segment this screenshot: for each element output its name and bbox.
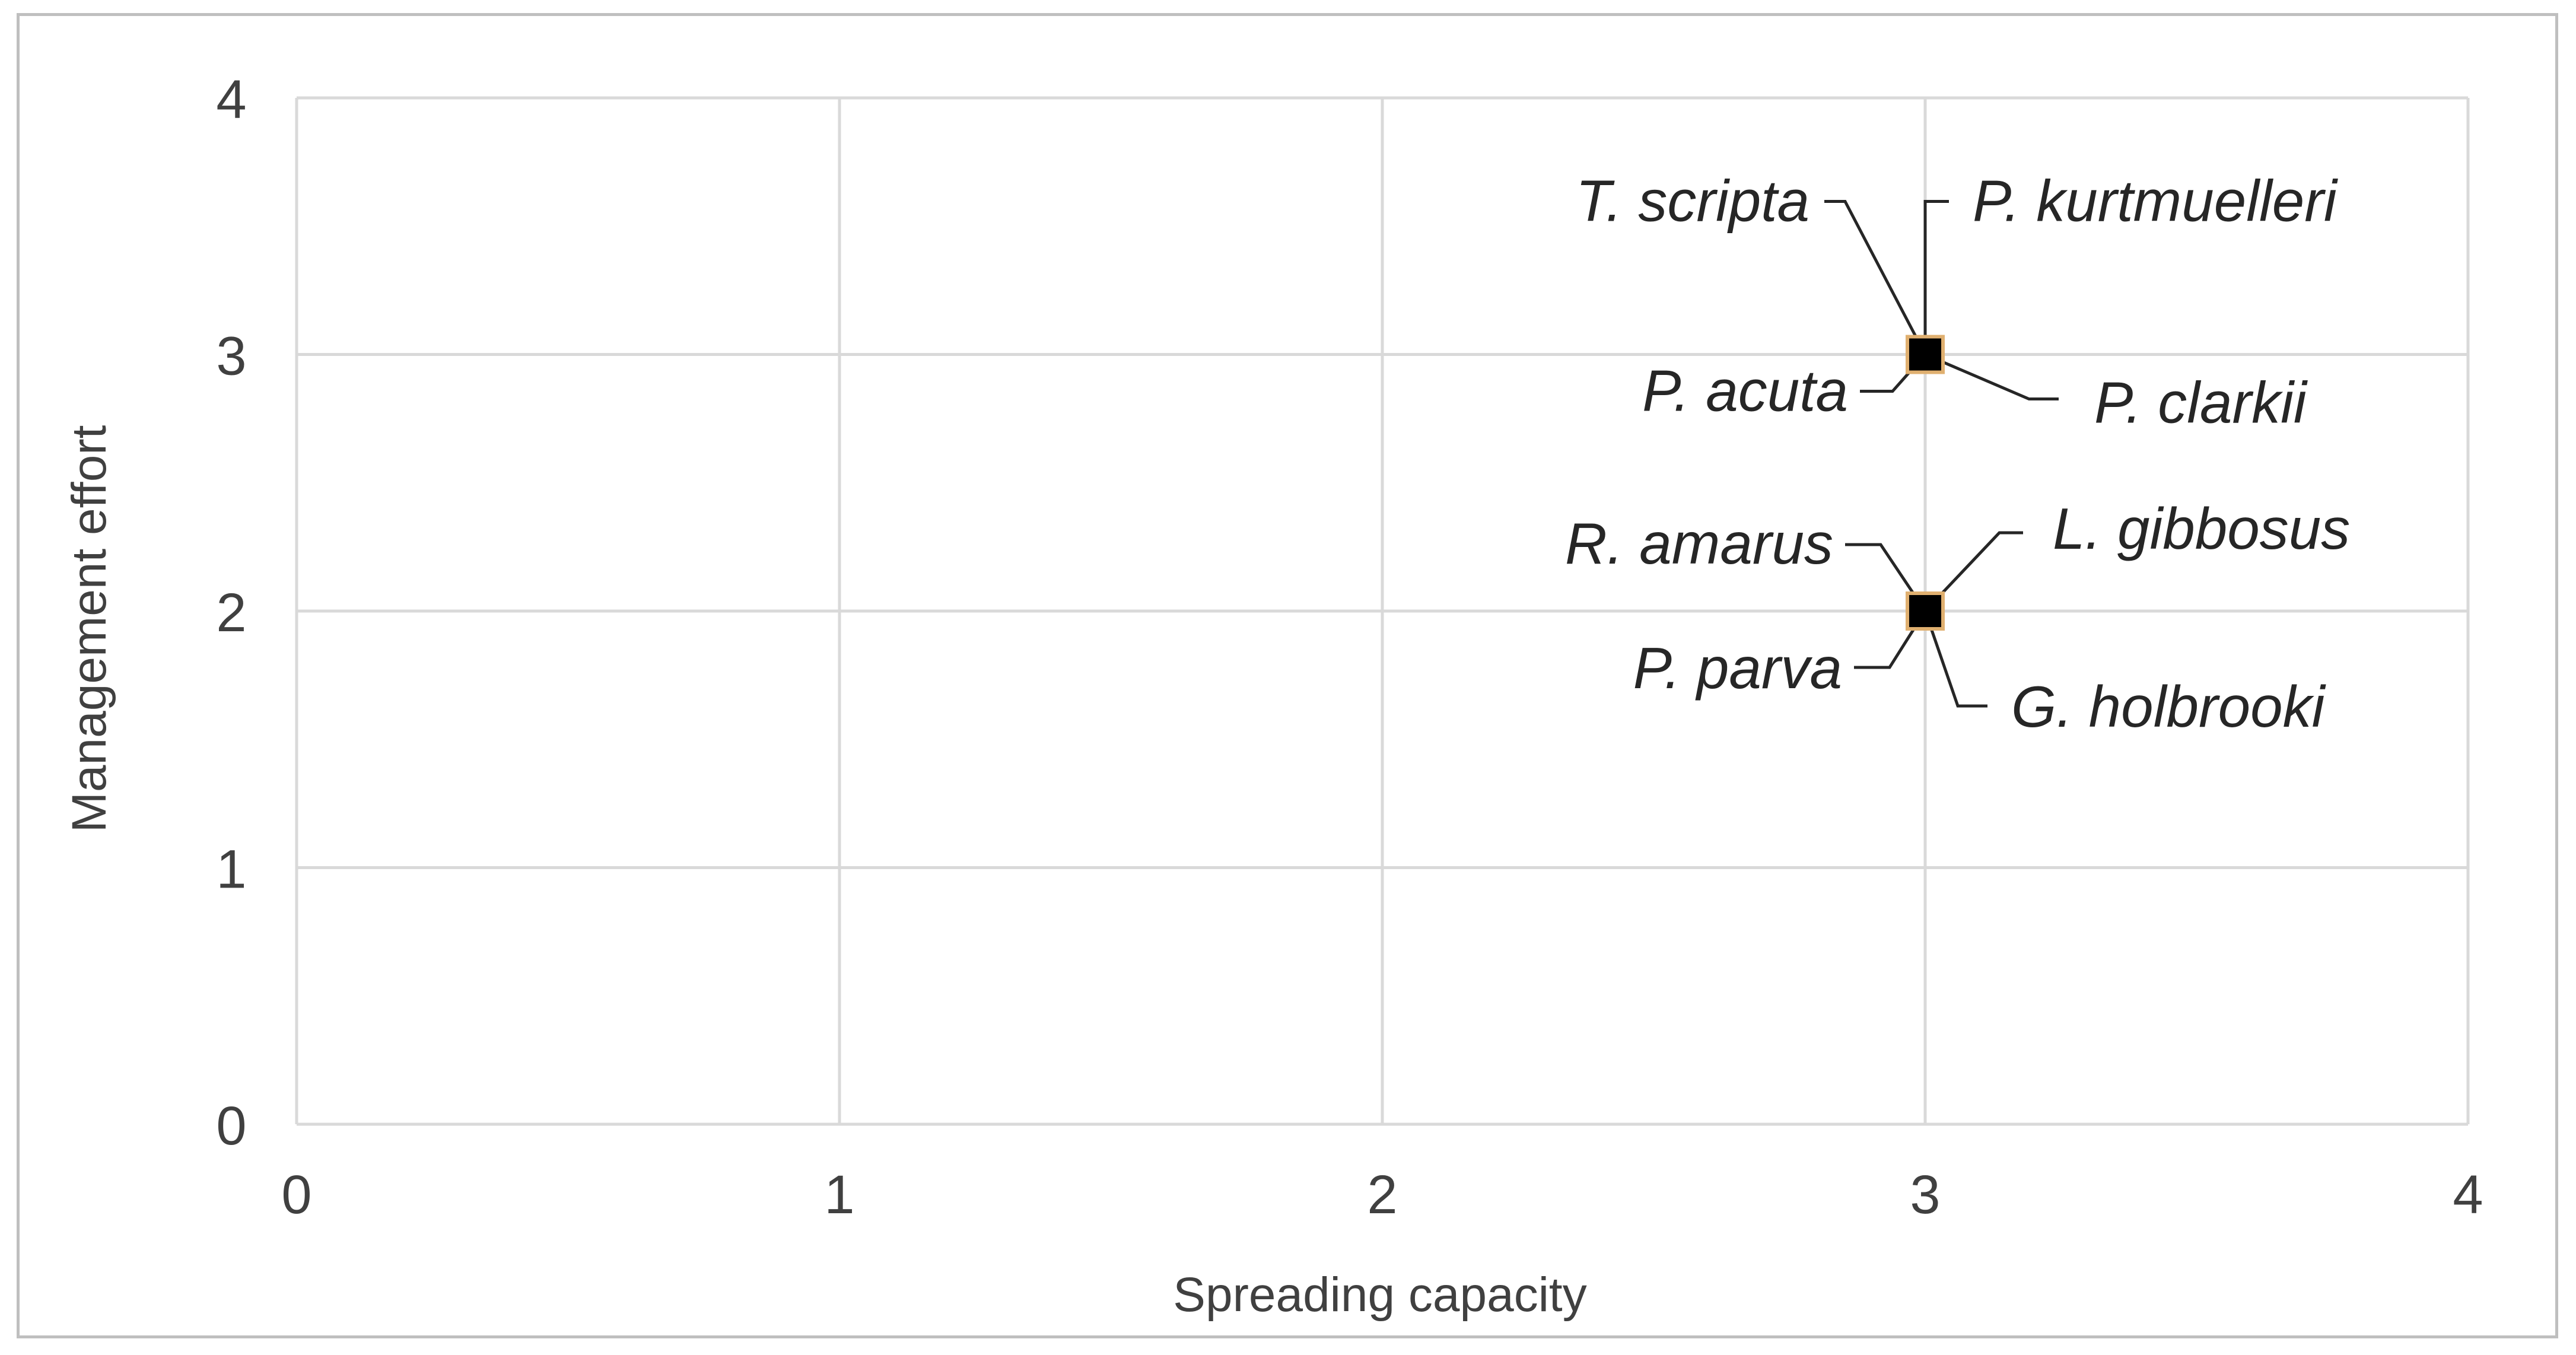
x-tick-label: 2 — [1367, 1165, 1397, 1225]
point-label: P. parva — [1633, 635, 1842, 701]
x-tick-label: 3 — [1910, 1165, 1940, 1225]
y-tick-label: 3 — [216, 326, 246, 387]
x-tick-label: 0 — [281, 1165, 311, 1225]
x-tick-labels: 0 1 2 3 4 — [281, 1165, 2483, 1225]
point-label: L. gibbosus — [2053, 496, 2350, 561]
y-tick-label: 0 — [216, 1096, 246, 1156]
y-tick-labels: 0 1 2 3 4 — [216, 69, 246, 1156]
label-leader-line — [1824, 200, 1927, 355]
point-label: G. holbrooki — [2011, 674, 2326, 739]
y-axis-title: Management effort — [62, 425, 116, 832]
y-tick-label: 2 — [216, 583, 246, 643]
label-leader-line — [1845, 543, 1927, 612]
label-leader-line — [1923, 610, 1987, 708]
grid-layer — [295, 96, 2470, 1126]
point-label: P. kurtmuelleri — [1973, 168, 2338, 234]
point-label: T. scripta — [1576, 168, 1809, 234]
y-tick-label: 4 — [216, 69, 246, 130]
data-point-marker — [1906, 591, 1945, 631]
point-label: P. clarkii — [2094, 370, 2308, 435]
x-tick-label: 4 — [2453, 1165, 2483, 1225]
x-tick-label: 1 — [824, 1165, 854, 1225]
data-points — [1906, 335, 1945, 631]
point-labels: T. scripta P. kurtmuelleri P. acuta P. clar… — [1565, 168, 2350, 740]
x-axis-title: Spreading capacity — [1173, 1268, 1586, 1322]
label-leader-line — [1923, 200, 1949, 355]
label-leader-line — [1925, 353, 2059, 400]
y-tick-label: 1 — [216, 839, 246, 900]
point-label: P. acuta — [1642, 358, 1848, 424]
label-leader-line — [1924, 531, 2023, 612]
chart-frame — [17, 13, 2558, 1338]
point-label: R. amarus — [1565, 511, 1833, 576]
data-point-marker — [1906, 335, 1945, 374]
